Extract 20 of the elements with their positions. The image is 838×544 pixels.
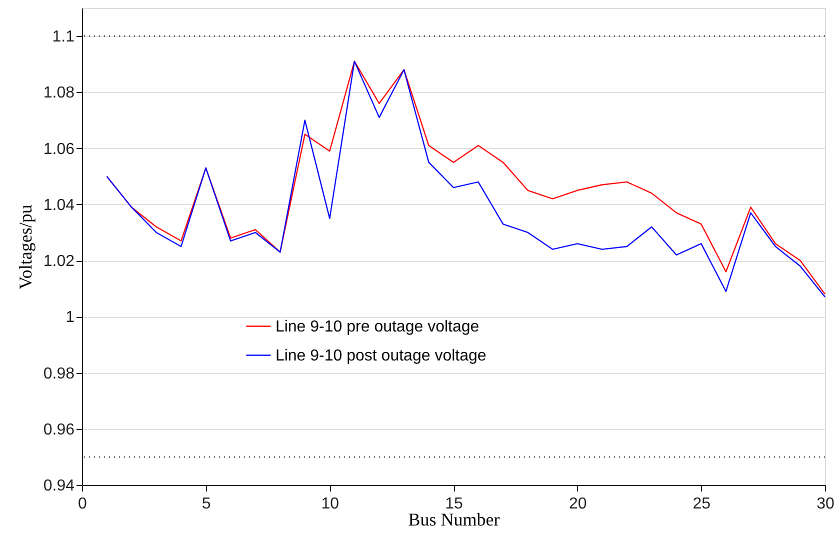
y-tick-label: 1.06	[43, 140, 75, 158]
x-tick-label: 10	[321, 496, 340, 512]
y-tick-label: 0.98	[43, 365, 75, 382]
y-tick-label: 1.04	[43, 196, 75, 214]
y-tick-label: 1	[66, 309, 75, 326]
y-axis-title: Voltages/pu	[15, 204, 36, 290]
y-tick-label: 0.94	[43, 478, 75, 494]
x-axis-title: Bus Number	[408, 510, 500, 530]
x-tick-label: 30	[816, 496, 834, 512]
y-tick-label: 1.1	[52, 28, 75, 46]
y-tick-label: 1.02	[43, 253, 75, 270]
x-tick-label: 15	[445, 496, 463, 512]
y-tick-label: 1.08	[43, 84, 75, 102]
x-tick-label: 0	[78, 496, 88, 512]
x-tick-label: 5	[202, 496, 211, 512]
legend-label: Line 9-10 post outage voltage	[275, 347, 486, 364]
x-tick-label: 25	[692, 496, 711, 512]
y-tick-label: 0.96	[43, 421, 75, 438]
x-tick-label: 20	[568, 496, 587, 512]
legend-label: Line 9-10 pre outage voltage	[275, 318, 480, 336]
